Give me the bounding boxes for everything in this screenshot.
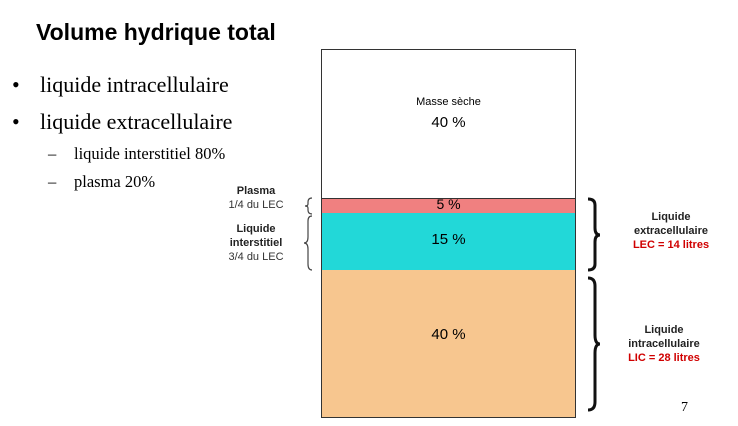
sub-bullet-text: liquide interstitiel 80% xyxy=(74,144,226,163)
dry-mass-segment: Masse sèche 40 % xyxy=(321,49,576,199)
sub-bullet-text: plasma 20% xyxy=(74,172,156,191)
interstitial-percent: 15 % xyxy=(431,231,466,248)
lic-line1: Liquide xyxy=(644,324,684,336)
page-number: 7 xyxy=(681,400,688,415)
slide-title: Volume hydrique total xyxy=(36,19,276,45)
intracellular-side-label: Liquide intracellulaire LIC = 28 litres xyxy=(606,323,722,365)
bullet-text: liquide intracellulaire xyxy=(40,72,229,97)
lec-line2: extracellulaire xyxy=(634,225,708,237)
bullet-list: • liquide intracellulaire • liquide extrac… xyxy=(12,66,232,196)
plasma-left-brace xyxy=(304,197,313,215)
sub-bullet-item: – liquide interstitiel 80% xyxy=(12,140,232,168)
lic-right-brace xyxy=(587,276,601,412)
extracellular-side-label: Liquide extracellulaire LEC = 14 litres xyxy=(612,210,730,252)
intracellular-percent: 40 % xyxy=(431,326,466,343)
interstitial-fraction: 3/4 du LEC xyxy=(228,251,284,263)
interstitial-left-brace xyxy=(303,215,313,271)
dry-mass-percent: 40 % xyxy=(431,114,466,131)
lec-volume: LEC = 14 litres xyxy=(632,239,710,251)
lec-line1: Liquide xyxy=(651,211,691,223)
dry-mass-label: Masse sèche xyxy=(416,96,481,108)
interstitial-name-line1: Liquide xyxy=(236,223,276,235)
plasma-fraction: 1/4 du LEC xyxy=(228,199,284,211)
lec-right-brace xyxy=(587,197,601,272)
plasma-percent: 5 % xyxy=(436,196,461,212)
interstitial-side-label: Liquide interstitiel 3/4 du LEC xyxy=(205,222,307,264)
dash-symbol: – xyxy=(48,144,57,163)
lic-volume: LIC = 28 litres xyxy=(628,352,700,364)
bullet-symbol: • xyxy=(12,109,20,134)
dash-symbol: – xyxy=(48,172,57,191)
plasma-side-label: Plasma 1/4 du LEC xyxy=(215,184,297,212)
interstitial-segment: 15 % xyxy=(321,213,576,271)
bullet-item: • liquide extracellulaire xyxy=(12,103,232,140)
sub-bullet-item: – plasma 20% xyxy=(12,168,232,196)
bullet-symbol: • xyxy=(12,72,20,97)
lic-line2: intracellulaire xyxy=(628,338,700,350)
bullet-item: • liquide intracellulaire xyxy=(12,66,232,103)
intracellular-segment: 40 % xyxy=(321,270,576,418)
interstitial-name-line2: interstitiel xyxy=(229,237,283,249)
plasma-name: Plasma xyxy=(236,185,276,197)
bullet-text: liquide extracellulaire xyxy=(40,109,233,134)
